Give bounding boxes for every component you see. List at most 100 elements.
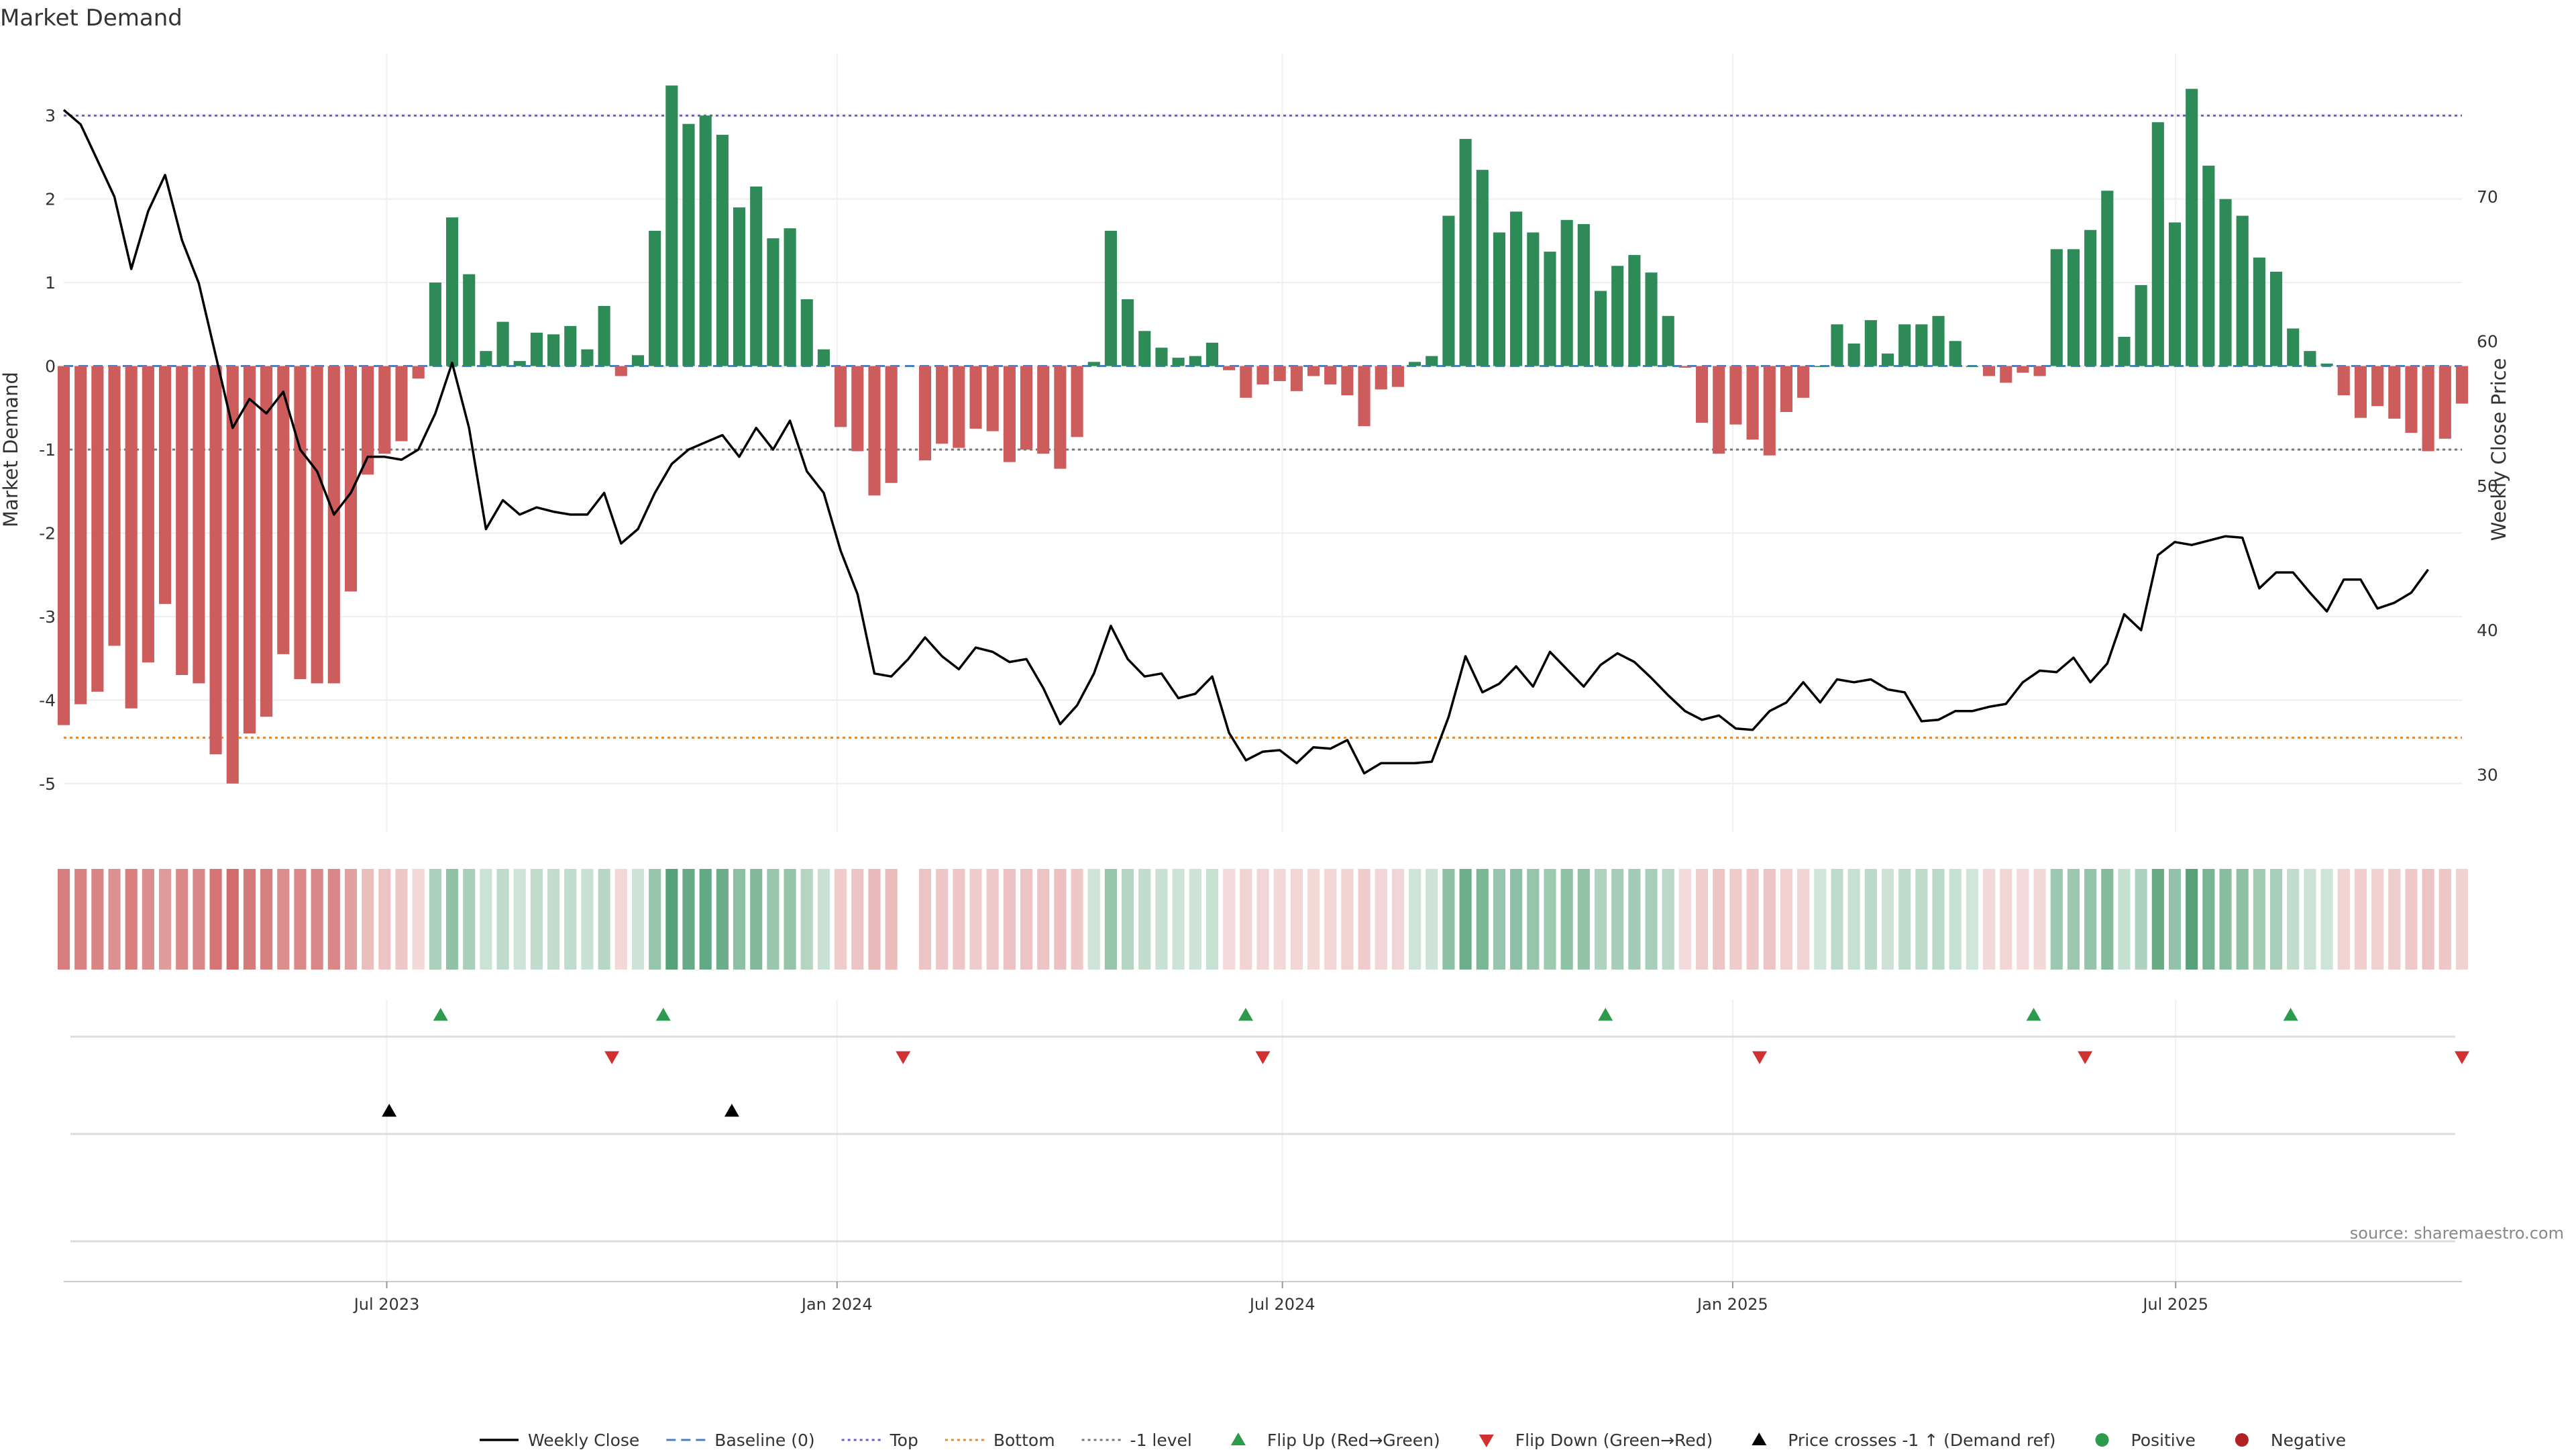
x-tick-label: Jul 2023 xyxy=(353,1295,420,1314)
heat-cell xyxy=(1341,869,1354,970)
heat-cell xyxy=(1577,869,1590,970)
demand-bar xyxy=(2438,366,2451,439)
demand-bar xyxy=(851,366,864,452)
event-panels xyxy=(70,1008,2469,1243)
heat-cell xyxy=(294,869,307,970)
heat-cell xyxy=(1696,869,1709,970)
demand-heat-strip xyxy=(57,869,2469,970)
heat-cell xyxy=(1983,869,1996,970)
heat-cell xyxy=(649,869,661,970)
heat-cell xyxy=(2219,869,2232,970)
heat-cell xyxy=(1611,869,1624,970)
demand-bar xyxy=(2405,366,2418,433)
demand-bar xyxy=(835,366,847,427)
demand-bar xyxy=(1341,366,1354,396)
heat-cell xyxy=(1459,869,1472,970)
legend-swatch xyxy=(1752,1433,1767,1445)
heat-cell xyxy=(2202,869,2215,970)
demand-bar xyxy=(1409,362,1421,366)
demand-bar xyxy=(1611,266,1624,366)
demand-bar xyxy=(1476,170,1489,366)
demand-bar xyxy=(2287,328,2300,366)
heat-cell xyxy=(1847,869,1860,970)
demand-bar xyxy=(581,349,594,366)
heat-cell xyxy=(1560,869,1573,970)
heat-cell xyxy=(1426,869,1438,970)
heat-cell xyxy=(445,869,459,970)
flip-down-marker xyxy=(1255,1051,1271,1064)
heat-cell xyxy=(1172,869,1185,970)
demand-bar xyxy=(1847,343,1860,366)
legend-label: Negative xyxy=(2271,1431,2346,1449)
demand-bar xyxy=(311,366,323,684)
heat-cell xyxy=(716,869,729,970)
heat-cell xyxy=(1864,869,1877,970)
demand-bar xyxy=(480,351,492,366)
legend-label: Bottom xyxy=(994,1431,1055,1449)
demand-bar xyxy=(716,134,729,366)
demand-bar xyxy=(260,366,273,717)
legend-swatch xyxy=(2235,1433,2249,1447)
heat-cell xyxy=(311,869,323,970)
demand-bar xyxy=(1831,324,1843,366)
demand-bar xyxy=(969,366,982,429)
heat-cell xyxy=(1256,869,1269,970)
heat-cell xyxy=(2354,869,2367,970)
heat-cell xyxy=(513,869,526,970)
heat-cell xyxy=(2270,869,2283,970)
heat-cell xyxy=(986,869,999,970)
demand-bar xyxy=(2354,366,2367,418)
legend-label: Flip Up (Red→Green) xyxy=(1267,1431,1440,1449)
demand-bar xyxy=(1087,362,1100,366)
heat-cell xyxy=(1442,869,1455,970)
demand-bar xyxy=(91,366,104,692)
demand-bar xyxy=(1122,299,1134,366)
demand-bar xyxy=(1003,366,1016,462)
legend-item: Baseline (0) xyxy=(666,1431,815,1450)
demand-bar xyxy=(193,366,205,684)
weekly-close-line xyxy=(62,109,2430,775)
heat-cell xyxy=(91,869,104,970)
legend-item: Positive xyxy=(2095,1431,2196,1450)
demand-bar xyxy=(1729,366,1742,425)
legend-swatch xyxy=(1230,1433,1246,1445)
demand-bar xyxy=(2084,229,2097,366)
demand-bar xyxy=(1240,366,1252,398)
source-note: source: sharemaestro.com xyxy=(2350,1224,2564,1243)
heat-cell xyxy=(1375,869,1387,970)
demand-bar xyxy=(1104,230,1117,366)
flip-up-marker xyxy=(1238,1008,1253,1021)
demand-bar xyxy=(1071,366,1083,437)
demand-bar xyxy=(1256,366,1269,384)
demand-bar xyxy=(936,366,949,444)
demand-bar xyxy=(1662,315,1674,366)
demand-bar xyxy=(1290,366,1303,391)
heat-cell xyxy=(784,869,796,970)
heat-cell xyxy=(1290,869,1303,970)
legend-swatch xyxy=(2095,1433,2109,1447)
legend-label: Baseline (0) xyxy=(714,1431,814,1449)
heat-cell xyxy=(1391,869,1404,970)
demand-bar xyxy=(1205,342,1219,366)
demand-bar xyxy=(226,366,239,784)
demand-bar xyxy=(362,366,374,475)
demand-bar xyxy=(1763,366,1776,456)
demand-bar xyxy=(564,325,577,366)
y-axis-label: Market Demand xyxy=(0,372,22,527)
demand-bar xyxy=(1510,211,1523,366)
y-tick-label: -1 xyxy=(39,440,56,460)
demand-bar xyxy=(2253,257,2265,366)
heat-cell xyxy=(1662,869,1674,970)
heat-cell xyxy=(800,869,813,970)
demand-bar xyxy=(327,366,340,684)
y2-tick-label: 60 xyxy=(2477,331,2498,351)
demand-bar xyxy=(2050,249,2063,366)
heat-cell xyxy=(733,869,746,970)
heat-cell xyxy=(2287,869,2300,970)
heat-cell xyxy=(918,869,932,970)
heat-cell xyxy=(1138,869,1151,970)
demand-bar xyxy=(1426,356,1438,366)
heat-cell xyxy=(767,869,780,970)
legend-item: Weekly Close xyxy=(480,1431,639,1450)
heat-cell xyxy=(1763,869,1776,970)
